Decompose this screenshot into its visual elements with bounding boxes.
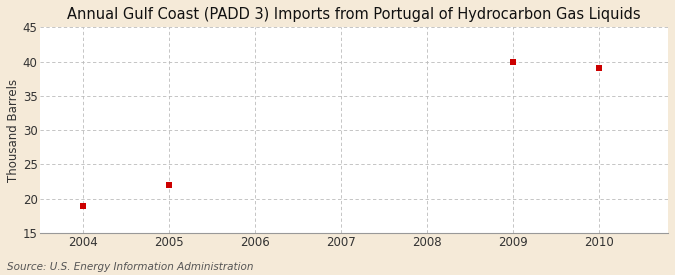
Y-axis label: Thousand Barrels: Thousand Barrels bbox=[7, 79, 20, 182]
Title: Annual Gulf Coast (PADD 3) Imports from Portugal of Hydrocarbon Gas Liquids: Annual Gulf Coast (PADD 3) Imports from … bbox=[68, 7, 641, 22]
Text: Source: U.S. Energy Information Administration: Source: U.S. Energy Information Administ… bbox=[7, 262, 253, 272]
